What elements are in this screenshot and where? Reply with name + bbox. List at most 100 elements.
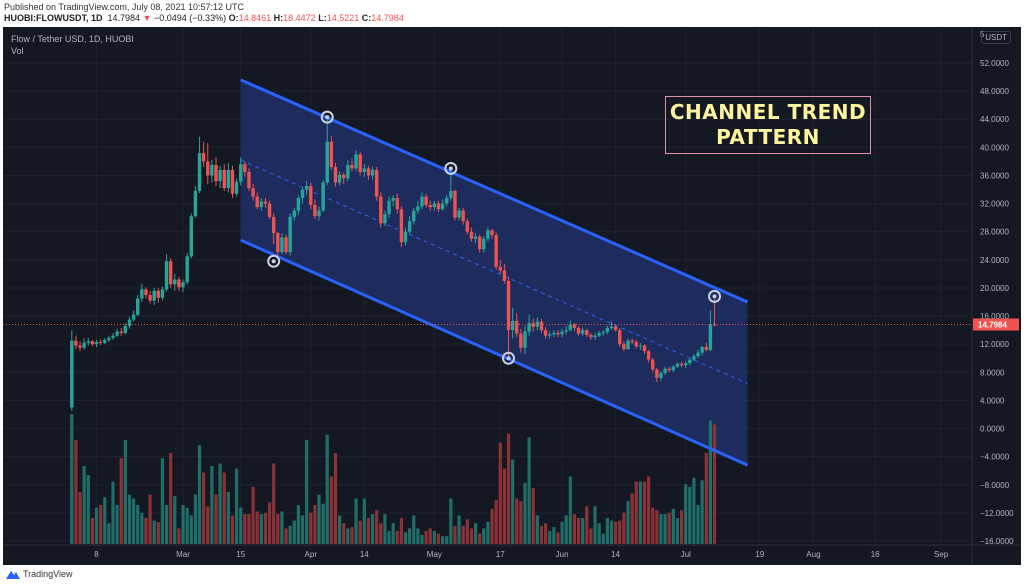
candle-body	[675, 363, 680, 367]
touch-point-ring	[320, 110, 334, 124]
candle-body	[234, 181, 239, 194]
volume-bar	[74, 440, 78, 544]
volume-bar	[305, 440, 309, 544]
volume-bar	[313, 505, 317, 544]
time-axis-label: Mar	[176, 550, 190, 559]
volume-bar	[296, 505, 300, 544]
candle-body	[103, 339, 107, 343]
candle-body	[403, 231, 408, 243]
volume-bar	[572, 514, 577, 544]
volume-bar	[243, 514, 247, 544]
candle-body	[271, 216, 276, 234]
candle-body	[119, 331, 123, 333]
price-axis-label: 24.0000	[980, 256, 1009, 265]
touch-point-dot	[448, 166, 453, 171]
volume-bar	[214, 494, 218, 544]
volume-bar	[457, 515, 461, 544]
volume-bar	[647, 476, 651, 544]
candle-body	[482, 238, 486, 250]
candle-body	[523, 331, 527, 348]
time-axis-label: Aug	[806, 550, 820, 559]
candle-body	[486, 230, 490, 239]
candle-body	[519, 333, 523, 348]
volume-bar	[280, 511, 284, 544]
price-axis-label: 16.0000	[980, 312, 1009, 321]
candle-body	[309, 186, 313, 205]
time-axis-label: Sep	[934, 550, 949, 559]
volume-bar	[235, 468, 239, 544]
chart-pane[interactable]: 5 52.0000 48.0000 44.0000 40.0000 36.0000 32.0…	[3, 27, 1021, 565]
volume-bar	[272, 463, 276, 544]
volume-bar	[321, 503, 325, 544]
volume-bar	[605, 518, 609, 544]
price-axis-label: 4.0000	[980, 396, 1005, 405]
touch-point-dot	[325, 115, 330, 120]
candle-body	[379, 196, 383, 224]
candle-body	[173, 279, 177, 285]
current-price-badge	[973, 318, 1019, 331]
volume-bar	[519, 501, 523, 544]
volume-bar	[469, 528, 474, 544]
volume-bar	[511, 459, 515, 544]
candle-body	[296, 197, 301, 211]
candle-body	[201, 152, 206, 162]
candle-body	[243, 164, 247, 172]
candle-body	[667, 368, 671, 371]
candle-body	[325, 141, 329, 183]
volume-bar	[473, 523, 478, 544]
volume-bar	[700, 480, 704, 544]
volume-bar	[375, 510, 379, 544]
volume-bar	[119, 458, 123, 544]
volume-bar	[70, 414, 74, 544]
candle-body	[391, 197, 395, 201]
candle-body	[585, 330, 589, 336]
candle-body	[708, 324, 713, 350]
volume-bar	[202, 472, 206, 544]
symbol-header: HUOBI:FLOWUSDT, 1D 14.7984 ▼ −0.0494 (−0…	[4, 13, 404, 23]
candle-body	[90, 341, 95, 345]
price-chart[interactable]: 5 52.0000 48.0000 44.0000 40.0000 36.0000 32.0…	[3, 27, 1021, 565]
volume-bar	[453, 525, 457, 544]
price-axis-label: 52.0000	[980, 59, 1009, 68]
volume-bar	[630, 493, 634, 544]
candle-body	[94, 342, 99, 345]
candle-body	[461, 210, 465, 222]
price-axis-label: 40.0000	[980, 143, 1009, 152]
volume-bar	[667, 512, 671, 544]
low-value: 14.5221	[326, 13, 360, 23]
volume-bar	[408, 528, 412, 544]
candle-body	[123, 325, 128, 333]
volume-bar	[548, 531, 552, 544]
volume-bar	[169, 453, 173, 544]
volume-bar	[206, 506, 210, 544]
volume-bar	[132, 498, 136, 544]
candle-body	[679, 363, 684, 366]
candle-body	[638, 345, 643, 347]
candle-body	[548, 334, 552, 336]
currency-button[interactable]: USDT	[981, 31, 1011, 44]
volume-bar	[659, 514, 663, 544]
volume-bar	[177, 528, 181, 544]
candle-body	[313, 204, 317, 217]
volume-bar	[317, 494, 321, 544]
channel-lower-line	[240, 238, 749, 467]
legend-title: Flow / Tether USD, 1D, HUOBI	[11, 34, 134, 44]
volume-bar	[193, 494, 197, 544]
volume-bar	[197, 445, 202, 544]
volume-bar	[144, 518, 148, 544]
candle-body	[247, 171, 251, 189]
candle-body	[107, 337, 111, 340]
volume-bar	[156, 521, 160, 544]
volume-bar	[350, 527, 354, 544]
time-axis-label: 8	[94, 550, 99, 559]
volume-bar	[181, 505, 185, 544]
candle-body	[646, 351, 651, 360]
candle-body	[490, 230, 494, 236]
chart-legend: Flow / Tether USD, 1D, HUOBI Vol	[11, 33, 134, 57]
candle-body	[230, 169, 235, 194]
volume-bar	[436, 533, 441, 544]
high-value: 18.4472	[283, 13, 316, 23]
volume-bar	[416, 528, 420, 544]
candle-body	[407, 221, 412, 232]
volume-bar	[609, 520, 614, 544]
